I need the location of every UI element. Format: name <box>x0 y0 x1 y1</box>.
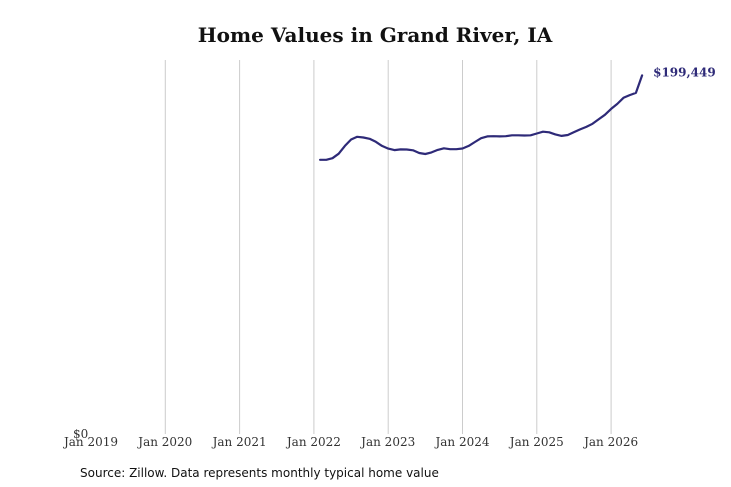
gridlines <box>164 60 612 434</box>
x-tick-label: Jan 2020 <box>136 435 192 449</box>
latest-value-label: $199,449 <box>653 65 716 79</box>
x-tick-label: Jan 2019 <box>62 435 118 449</box>
x-tick-label: Jan 2026 <box>582 435 638 449</box>
x-axis-ticks: Jan 2019 Jan 2020 Jan 2021 Jan 2022 Jan 2023… <box>62 435 638 449</box>
home-value-line <box>319 74 644 161</box>
source-note: Source: Zillow. Data represents monthly … <box>80 466 439 480</box>
x-tick-label: Jan 2021 <box>211 435 267 449</box>
x-tick-label: Jan 2023 <box>359 435 415 449</box>
chart-title: Home Values in Grand River, IA <box>198 23 553 47</box>
x-tick-label: Jan 2024 <box>433 435 489 449</box>
x-tick-label: Jan 2022 <box>285 435 341 449</box>
x-tick-label: Jan 2025 <box>508 435 564 449</box>
y-axis-zero-label: $0 <box>73 427 88 441</box>
